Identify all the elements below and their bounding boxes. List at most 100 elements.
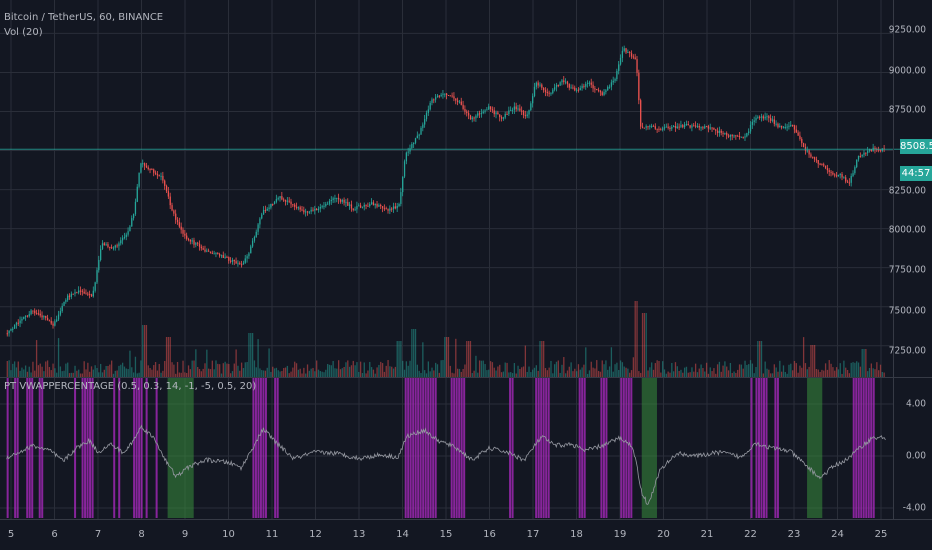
candle-body bbox=[440, 94, 442, 97]
green-zone bbox=[167, 378, 194, 518]
volume-legend[interactable]: Vol (20) bbox=[4, 27, 43, 38]
candle-body bbox=[134, 201, 137, 215]
magenta-zone-bar bbox=[545, 378, 548, 518]
candle-body bbox=[100, 248, 102, 261]
candle-body bbox=[156, 173, 159, 176]
volume-bar bbox=[469, 341, 472, 377]
volume-bar bbox=[643, 313, 646, 377]
volume-bar bbox=[718, 361, 721, 377]
indicator-tick: 4.00 bbox=[905, 398, 926, 410]
vwap-percentage-line bbox=[6, 424, 886, 505]
volume-bar bbox=[618, 370, 620, 377]
candle-body bbox=[396, 206, 398, 209]
magenta-zone-bar bbox=[14, 378, 17, 518]
time-tick: 20 bbox=[657, 529, 670, 540]
candle-body bbox=[744, 136, 746, 138]
candle-body bbox=[764, 116, 766, 119]
volume-bar bbox=[121, 362, 124, 377]
volume-bar bbox=[286, 365, 289, 377]
indicator-legend[interactable]: PT VWAPPERCENTAGE (0.5, 0.3, 14, -1, -5,… bbox=[4, 381, 257, 392]
volume-bar bbox=[612, 371, 614, 377]
candle-body bbox=[568, 84, 570, 88]
candle-body bbox=[34, 310, 36, 314]
volume-bar bbox=[834, 370, 836, 377]
time-tick: 21 bbox=[700, 529, 714, 540]
candle-body bbox=[451, 95, 453, 97]
time-tick: 22 bbox=[744, 529, 757, 540]
volume-bar bbox=[458, 368, 461, 377]
volume-bar bbox=[21, 367, 23, 377]
volume-bar bbox=[365, 373, 367, 377]
candle-body bbox=[680, 125, 682, 127]
volume-bar bbox=[334, 368, 336, 377]
candle-body bbox=[724, 133, 726, 135]
volume-bar bbox=[8, 360, 10, 377]
volume-bar bbox=[79, 373, 82, 377]
volume-bar bbox=[857, 362, 860, 377]
candle-body bbox=[206, 250, 208, 252]
candle-body bbox=[685, 124, 688, 126]
time-tick: 15 bbox=[439, 529, 453, 540]
candle-body bbox=[116, 245, 118, 247]
volume-bar bbox=[784, 371, 786, 377]
volume-bar bbox=[433, 370, 435, 377]
candle-body bbox=[651, 125, 653, 127]
time-tick: 8 bbox=[138, 529, 145, 540]
candle-body bbox=[41, 315, 43, 318]
volume-bar bbox=[753, 373, 755, 377]
candle-body bbox=[845, 177, 847, 182]
volume-bar bbox=[72, 372, 74, 377]
symbol-title[interactable]: Bitcoin / TetherUS, 60, BINANCE bbox=[4, 12, 164, 23]
time-tick: 9 bbox=[181, 529, 189, 540]
volume-bar bbox=[306, 364, 309, 377]
candle-body bbox=[700, 127, 702, 129]
volume-bar bbox=[499, 364, 501, 377]
time-tick: 25 bbox=[874, 529, 888, 540]
volume-bar bbox=[837, 369, 840, 377]
candle-body bbox=[570, 87, 572, 89]
volume-bar bbox=[647, 370, 649, 377]
volume-bar bbox=[336, 368, 338, 377]
candle-body bbox=[596, 89, 598, 91]
volume-bar bbox=[872, 368, 874, 377]
volume-bar bbox=[416, 364, 419, 377]
candle-body bbox=[403, 161, 406, 177]
candle-body bbox=[484, 110, 486, 112]
price-tick: 9250.00 bbox=[888, 24, 926, 36]
candle-body bbox=[495, 112, 497, 115]
volume-bar bbox=[209, 369, 212, 377]
candle-body bbox=[409, 148, 411, 152]
volume-bar bbox=[422, 342, 424, 377]
volume-bar bbox=[550, 360, 552, 377]
candle-body bbox=[105, 244, 107, 246]
candle-body bbox=[687, 124, 689, 126]
volume-bar bbox=[555, 361, 558, 377]
volume-bar bbox=[841, 373, 843, 377]
candle-body bbox=[738, 136, 741, 138]
magenta-zone-bar bbox=[509, 378, 512, 518]
volume-bar bbox=[46, 360, 49, 377]
candle-body bbox=[519, 108, 521, 111]
volume-bar bbox=[513, 363, 516, 377]
volume-bar bbox=[407, 365, 409, 377]
volume-bar bbox=[802, 337, 805, 377]
time-tick: 16 bbox=[483, 529, 496, 540]
volume-bar bbox=[630, 370, 633, 377]
candle-body bbox=[109, 246, 111, 248]
volume-bar bbox=[350, 365, 353, 377]
magenta-zone-bar bbox=[855, 378, 858, 518]
candle-body bbox=[251, 240, 254, 247]
volume-bar bbox=[156, 370, 159, 377]
candle-body bbox=[802, 143, 805, 148]
candle-body bbox=[83, 291, 85, 294]
candle-body bbox=[561, 80, 563, 83]
volume-bar bbox=[394, 366, 397, 377]
candle-body bbox=[89, 294, 91, 296]
candle-body bbox=[546, 92, 548, 94]
volume-bar bbox=[385, 365, 387, 377]
candle-body bbox=[506, 113, 508, 115]
volume-bar bbox=[54, 368, 56, 377]
volume-bar bbox=[722, 365, 724, 377]
volume-bar bbox=[109, 364, 111, 377]
